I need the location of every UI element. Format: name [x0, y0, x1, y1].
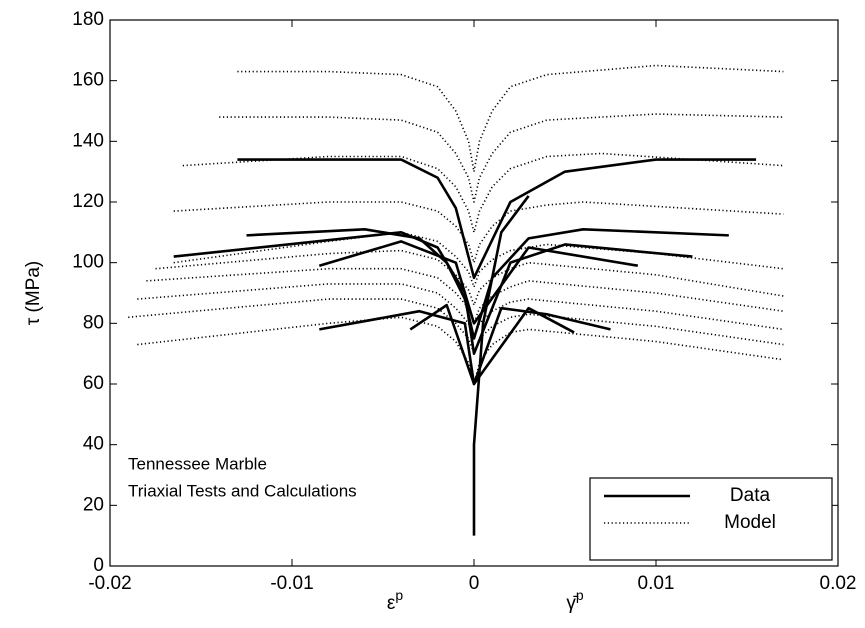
y-tick-label: 160	[72, 70, 104, 91]
y-tick-label: 80	[83, 312, 104, 333]
data-curve	[173, 231, 784, 288]
data-curve	[137, 316, 784, 385]
data-curve	[237, 64, 784, 173]
x-tick-label: -0.01	[270, 573, 313, 594]
legend-box	[589, 477, 833, 561]
y-tick-label: 0	[93, 555, 104, 576]
data-curve	[173, 201, 784, 264]
data-curve	[146, 267, 784, 325]
y-tick-label: 140	[72, 130, 104, 151]
y-tick-label: 40	[83, 434, 104, 455]
data-curve	[319, 306, 611, 386]
legend: Data Model	[589, 477, 833, 561]
annotation: Triaxial Tests and Calculations	[128, 481, 357, 500]
legend-label: Data	[730, 485, 771, 506]
y-tick-label: 20	[83, 494, 104, 515]
x-axis-label-left: εp	[387, 587, 403, 614]
legend-label: Model	[724, 512, 776, 533]
y-tick-label: 180	[72, 9, 104, 30]
x-tick-label: 0.01	[638, 573, 675, 594]
y-tick-label: 120	[72, 191, 104, 212]
data-curve	[182, 152, 784, 234]
data-curve	[409, 303, 575, 386]
data-curve	[318, 240, 639, 325]
data-curve	[173, 231, 693, 355]
x-axis-label-right: γ̄p	[566, 587, 584, 614]
x-tick-label: -0.02	[88, 573, 131, 594]
y-axis-label: τ (MPa)	[23, 261, 44, 326]
annotation: Tennessee Marble	[128, 454, 267, 473]
y-tick-label: 100	[72, 252, 104, 273]
data-curve	[472, 195, 530, 536]
data-curve	[219, 113, 784, 203]
y-tick-label: 60	[83, 373, 104, 394]
x-tick-label: 0	[469, 573, 480, 594]
x-tick-label: 0.02	[820, 573, 857, 594]
data-curve	[128, 298, 784, 355]
data-curve	[237, 158, 757, 280]
